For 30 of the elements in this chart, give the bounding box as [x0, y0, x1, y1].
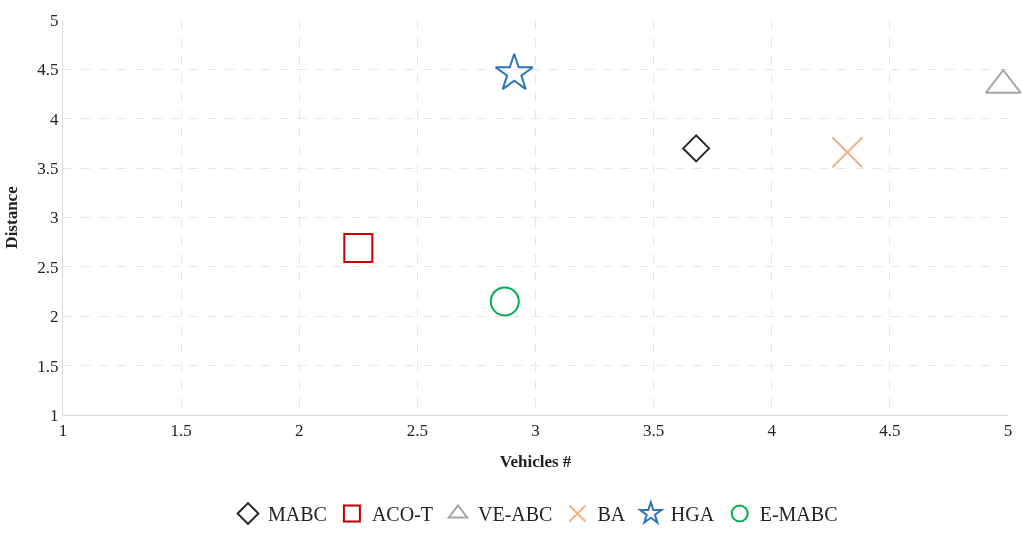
y-tick-label: 4	[50, 109, 60, 129]
y-tick-label: 2	[50, 307, 59, 327]
legend-label: VE-ABC	[478, 503, 553, 526]
point	[831, 136, 864, 169]
x-tick-label: 1.5	[170, 421, 192, 441]
y-tick-label: 2.5	[37, 257, 59, 277]
legend-label: E-MABC	[759, 503, 838, 526]
legend-label: HGA	[670, 503, 715, 526]
legend-label: MABC	[268, 503, 327, 526]
x-tick-label: 4	[767, 421, 777, 441]
y-tick-label: 5	[50, 10, 59, 30]
point	[489, 286, 520, 317]
x-axis-title: Vehicles #	[499, 451, 572, 471]
point	[343, 233, 374, 264]
legend-label: ACO-T	[371, 503, 434, 526]
y-tick-label: 3.5	[37, 159, 59, 179]
point	[682, 134, 711, 163]
x-tick-label: 4.5	[879, 421, 901, 441]
y-tick-label: 1	[50, 405, 59, 425]
y-tick-label: 4.5	[37, 60, 59, 80]
x-tick-label: 2	[295, 421, 304, 441]
x-tick-label: 2.5	[406, 421, 429, 441]
point	[494, 52, 534, 91]
x-tick-label: 5	[1003, 421, 1013, 441]
x-tick-label: 3	[531, 421, 540, 441]
y-tick-label: 1.5	[37, 356, 59, 376]
y-axis-title: Distance	[1, 185, 21, 249]
x-tick-label: 3.5	[643, 421, 665, 441]
legend-label: BA	[597, 503, 626, 526]
y-tick-label: 3	[50, 208, 59, 228]
